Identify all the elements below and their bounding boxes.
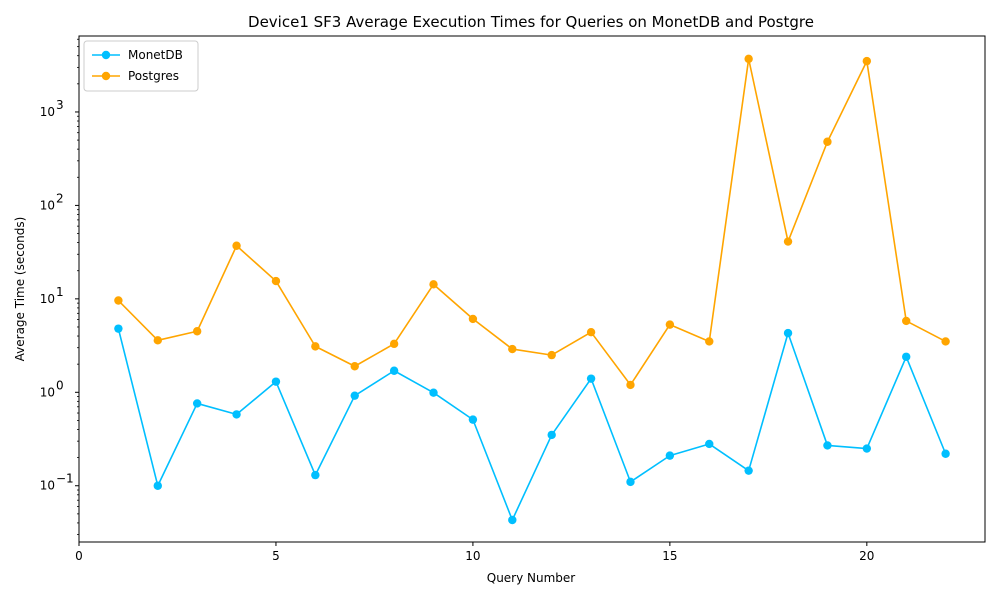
data-point bbox=[271, 377, 281, 386]
legend-label: Postgres bbox=[128, 69, 179, 83]
series-monetdb bbox=[114, 324, 950, 525]
data-point bbox=[783, 237, 793, 246]
data-point bbox=[232, 241, 241, 250]
data-point bbox=[389, 366, 399, 375]
data-point bbox=[508, 344, 517, 354]
data-point bbox=[153, 336, 162, 345]
x-tick-label: 20 bbox=[859, 549, 874, 563]
data-point bbox=[468, 415, 478, 424]
data-point bbox=[626, 477, 635, 487]
data-point bbox=[586, 327, 596, 337]
data-point bbox=[114, 296, 123, 305]
x-axis: 0 5 10 15 20 bbox=[75, 542, 874, 563]
data-point bbox=[783, 328, 793, 338]
data-point bbox=[153, 481, 162, 490]
data-point bbox=[823, 137, 832, 146]
data-point bbox=[941, 449, 950, 458]
data-point bbox=[271, 276, 281, 286]
x-tick-label: 15 bbox=[662, 549, 677, 563]
chart-title: Device1 SF3 Average Execution Times for … bbox=[248, 13, 814, 31]
data-point bbox=[862, 444, 872, 453]
data-point bbox=[665, 320, 675, 329]
series-layer bbox=[114, 54, 950, 525]
data-point bbox=[705, 337, 714, 346]
x-tick-label: 5 bbox=[272, 549, 280, 563]
data-point bbox=[547, 350, 556, 360]
data-point bbox=[862, 56, 872, 66]
y-tick-label: 10 bbox=[40, 105, 55, 119]
y-tick-label: 10 bbox=[40, 198, 55, 212]
series-postgres bbox=[114, 54, 950, 390]
y-tick-label: 10 bbox=[40, 292, 55, 306]
data-point bbox=[586, 374, 596, 383]
y-tick-label: 10 bbox=[40, 479, 55, 493]
y-axis-label: Average Time (seconds) bbox=[13, 217, 27, 362]
x-tick-label: 0 bbox=[75, 549, 83, 563]
legend-label: MonetDB bbox=[128, 48, 183, 62]
data-point bbox=[508, 515, 517, 525]
legend-marker bbox=[101, 50, 111, 60]
legend-item: MonetDB bbox=[92, 48, 183, 62]
legend: MonetDB Postgres bbox=[83, 40, 199, 92]
data-point bbox=[941, 337, 950, 346]
data-point bbox=[389, 339, 399, 349]
data-point bbox=[429, 388, 438, 397]
y-tick-exponent: 1 bbox=[56, 285, 64, 299]
data-point bbox=[350, 362, 359, 371]
y-tick-exponent: 2 bbox=[56, 191, 64, 205]
data-point bbox=[311, 470, 320, 480]
legend-item: Postgres bbox=[92, 69, 179, 83]
data-point bbox=[429, 280, 438, 289]
data-point bbox=[192, 399, 202, 408]
plot-area bbox=[78, 35, 986, 543]
data-point bbox=[744, 54, 753, 64]
series-line bbox=[117, 58, 946, 386]
data-point bbox=[468, 314, 478, 324]
data-point bbox=[311, 342, 320, 351]
data-point bbox=[902, 316, 911, 326]
data-point bbox=[192, 327, 202, 336]
x-axis-label: Query Number bbox=[487, 571, 576, 585]
y-tick-exponent: −1 bbox=[56, 472, 74, 486]
data-point bbox=[744, 466, 753, 475]
x-tick-label: 10 bbox=[465, 549, 480, 563]
data-point bbox=[114, 324, 123, 333]
data-point bbox=[902, 352, 911, 361]
y-tick-exponent: 3 bbox=[56, 98, 64, 112]
data-point bbox=[350, 391, 359, 400]
y-tick-exponent: 0 bbox=[56, 378, 64, 392]
legend-marker bbox=[101, 71, 111, 81]
data-point bbox=[665, 451, 675, 460]
legend-box bbox=[83, 40, 199, 92]
data-point bbox=[547, 430, 556, 440]
data-point bbox=[232, 410, 241, 419]
data-point bbox=[823, 441, 832, 450]
series-line bbox=[117, 328, 947, 521]
y-tick-label: 10 bbox=[40, 385, 55, 399]
data-point bbox=[705, 439, 714, 449]
data-point bbox=[626, 380, 635, 390]
